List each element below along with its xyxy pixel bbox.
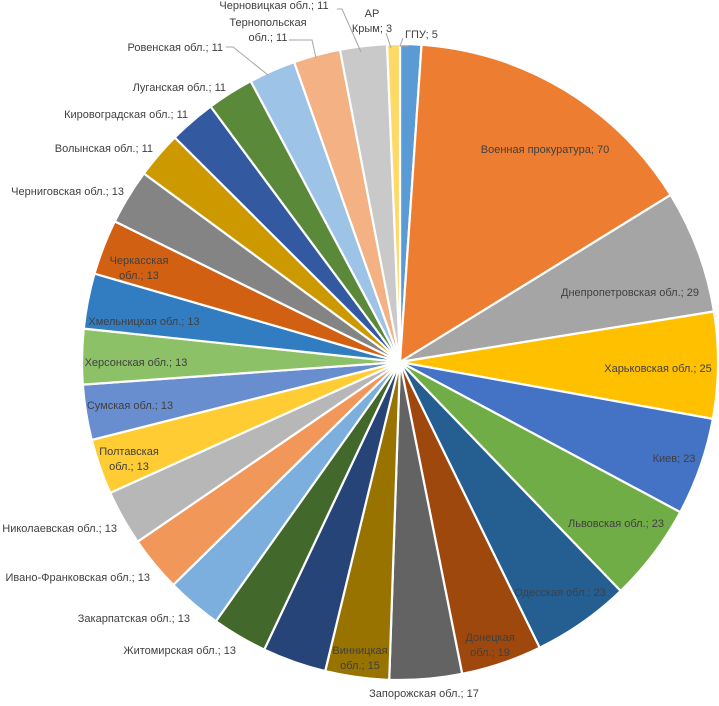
data-label: Черновицкая обл.; 11 (219, 0, 328, 12)
data-label-line: обл.; 13 (109, 461, 149, 473)
data-label: Черниговская обл.; 13 (11, 186, 124, 198)
data-label-line: обл.; 11 (249, 32, 288, 44)
data-label-line: обл.; 19 (470, 647, 510, 659)
data-label: Полтавская обл.; 13 (99, 446, 159, 473)
data-label: Винницкая обл.; 15 (332, 645, 387, 672)
data-label: Запорожская обл.; 17 (369, 688, 479, 700)
data-label-line: Полтавская (99, 446, 159, 458)
data-label-line: Ровенская обл.; 11 (128, 42, 224, 54)
pie-slice (385, 42, 402, 364)
data-labels: ГПУ; 5 Военная прокуратура; 70 Днепропетро… (2, 0, 711, 700)
leader-line (289, 39, 317, 59)
data-label-line: Черновицкая обл.; 11 (219, 0, 328, 12)
data-label: Военная прокуратура; 70 (481, 144, 609, 156)
data-label-line: Запорожская обл.; 17 (369, 688, 479, 700)
data-label: Тернопольская обл.; 11 (229, 17, 306, 44)
data-label-line: Волынская обл.; 11 (55, 143, 153, 155)
leader-line (385, 32, 392, 49)
data-label: Закарпатская обл.; 13 (78, 613, 190, 625)
data-label: Киев; 23 (653, 453, 696, 465)
data-label-line: Черкасская (110, 255, 169, 267)
data-label-line: ГПУ; 5 (405, 29, 438, 41)
data-label-line: Черниговская обл.; 13 (11, 186, 124, 198)
data-label: Ровенская обл.; 11 (128, 42, 224, 54)
data-label-line: Крым; 3 (352, 23, 392, 35)
data-label: Николаевская обл.; 13 (2, 523, 117, 535)
data-label: Волынская обл.; 11 (55, 143, 153, 155)
data-label-line: Сумская обл.; 13 (87, 400, 173, 412)
data-label-line: Киев; 23 (653, 453, 696, 465)
data-label: Львовская обл.; 23 (568, 518, 664, 530)
data-label-line: Закарпатская обл.; 13 (78, 613, 190, 625)
data-label: Днепропетровская обл.; 29 (561, 287, 699, 299)
data-label-line: Донецкая (465, 632, 514, 644)
pie-slice (398, 193, 716, 364)
data-label: ГПУ; 5 (405, 29, 438, 41)
data-label-line: Херсонская обл.; 13 (85, 357, 188, 369)
data-label-line: Военная прокуратура; 70 (481, 144, 609, 156)
data-label-line: Львовская обл.; 23 (568, 518, 664, 530)
data-label: Хмельницкая обл.; 13 (88, 316, 199, 328)
data-label-line: Кировоградская обл.; 11 (64, 109, 188, 121)
data-label: Ивано-Франковская обл.; 13 (6, 572, 150, 584)
data-label: Житомирская обл.; 13 (123, 645, 236, 657)
data-label-line: Харьковская обл.; 25 (604, 363, 712, 375)
leader-line (337, 8, 362, 53)
leader-line (399, 37, 409, 47)
data-label-line: АР (365, 8, 380, 20)
data-label: Черкасская обл.; 13 (110, 255, 169, 282)
data-label-line: обл.; 15 (340, 660, 380, 672)
data-label: Луганская обл.; 11 (133, 82, 226, 94)
data-label-line: обл.; 13 (119, 270, 159, 282)
data-label-line: Винницкая (332, 645, 387, 657)
data-label: Херсонская обл.; 13 (85, 357, 188, 369)
data-label: Сумская обл.; 13 (87, 400, 173, 412)
data-label-line: Ивано-Франковская обл.; 13 (6, 572, 150, 584)
data-label-line: Житомирская обл.; 13 (123, 645, 236, 657)
data-label: Харьковская обл.; 25 (604, 363, 712, 375)
data-label: АР Крым; 3 (352, 8, 392, 35)
data-label-line: Днепропетровская обл.; 29 (561, 287, 699, 299)
data-label-line: Тернопольская (229, 17, 306, 29)
data-label-line: Хмельницкая обл.; 13 (88, 316, 199, 328)
data-label: Кировоградская обл.; 11 (64, 109, 188, 121)
label-leader-lines (226, 8, 409, 76)
data-label-line: Одесская обл.; 23 (514, 587, 606, 599)
data-label: Одесская обл.; 23 (514, 587, 606, 599)
data-label-line: Николаевская обл.; 13 (2, 523, 117, 535)
pie-slices (80, 42, 719, 682)
data-label: Донецкая обл.; 19 (465, 632, 514, 659)
data-label-line: Луганская обл.; 11 (133, 82, 226, 94)
leader-line (226, 46, 269, 76)
pie-slice (398, 43, 672, 364)
